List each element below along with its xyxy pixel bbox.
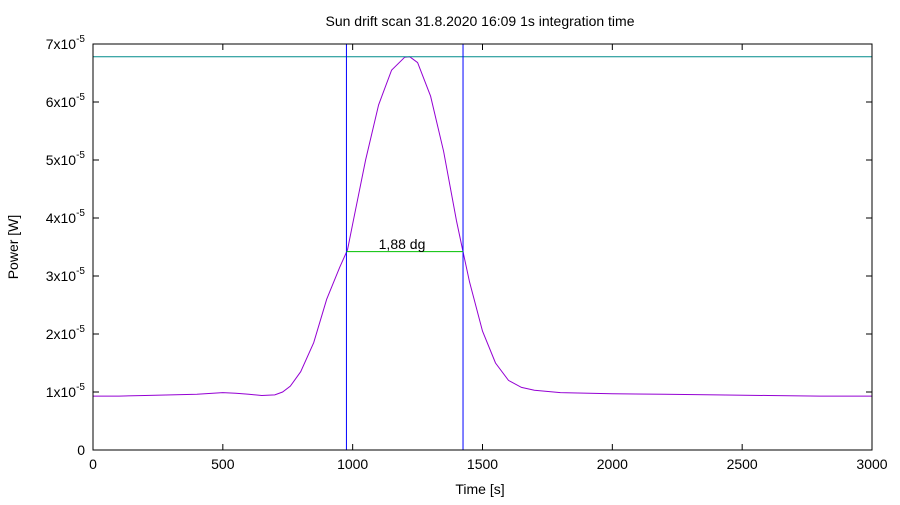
y-tick-exponent: -5 bbox=[76, 266, 85, 277]
x-tick-label: 2500 bbox=[727, 456, 758, 472]
y-tick-label: 1x10-5 bbox=[46, 382, 86, 400]
y-axis: 01x10-52x10-53x10-54x10-55x10-56x10-57x1… bbox=[46, 34, 872, 458]
y-tick-exponent: -5 bbox=[76, 34, 85, 45]
x-tick-label: 3000 bbox=[856, 456, 887, 472]
x-tick-label: 1500 bbox=[467, 456, 498, 472]
y-tick-label: 7x10-5 bbox=[46, 34, 86, 52]
y-tick-mantissa: 5x10 bbox=[46, 152, 77, 168]
chart-title: Sun drift scan 31.8.2020 16:09 1s integr… bbox=[326, 13, 635, 29]
power-series-line bbox=[93, 56, 872, 397]
y-tick-exponent: -5 bbox=[76, 208, 85, 219]
series-layer bbox=[93, 56, 872, 397]
y-tick-label: 4x10-5 bbox=[46, 208, 86, 226]
y-tick-mantissa: 7x10 bbox=[46, 36, 77, 52]
y-tick-label: 6x10-5 bbox=[46, 92, 86, 110]
y-tick-label: 5x10-5 bbox=[46, 150, 86, 168]
plot-frame bbox=[92, 43, 873, 451]
x-tick-label: 2000 bbox=[597, 456, 628, 472]
y-tick-label: 3x10-5 bbox=[46, 266, 86, 284]
y-tick-mantissa: 6x10 bbox=[46, 94, 77, 110]
y-tick-mantissa: 3x10 bbox=[46, 268, 77, 284]
x-tick-label: 1000 bbox=[337, 456, 368, 472]
y-tick-mantissa: 1x10 bbox=[46, 384, 77, 400]
y-tick-mantissa: 4x10 bbox=[46, 210, 77, 226]
x-tick-label: 0 bbox=[89, 456, 97, 472]
half-power-width-annotation: 1,88 dg bbox=[379, 236, 426, 252]
x-axis-label: Time [s] bbox=[455, 481, 504, 497]
y-tick-exponent: -5 bbox=[76, 324, 85, 335]
y-tick-label: 2x10-5 bbox=[46, 324, 86, 342]
y-tick-mantissa: 0 bbox=[77, 442, 85, 458]
x-axis: 0 500 1000 1500 2000 2500 3000 bbox=[89, 44, 888, 472]
y-tick-exponent: -5 bbox=[76, 382, 85, 393]
y-axis-label: Power [W] bbox=[5, 215, 21, 280]
y-tick-label: 0 bbox=[77, 442, 85, 458]
reference-lines-layer bbox=[93, 44, 872, 450]
y-tick-mantissa: 2x10 bbox=[46, 326, 77, 342]
x-tick-label: 500 bbox=[211, 456, 235, 472]
y-tick-exponent: -5 bbox=[76, 92, 85, 103]
y-tick-exponent: -5 bbox=[76, 150, 85, 161]
